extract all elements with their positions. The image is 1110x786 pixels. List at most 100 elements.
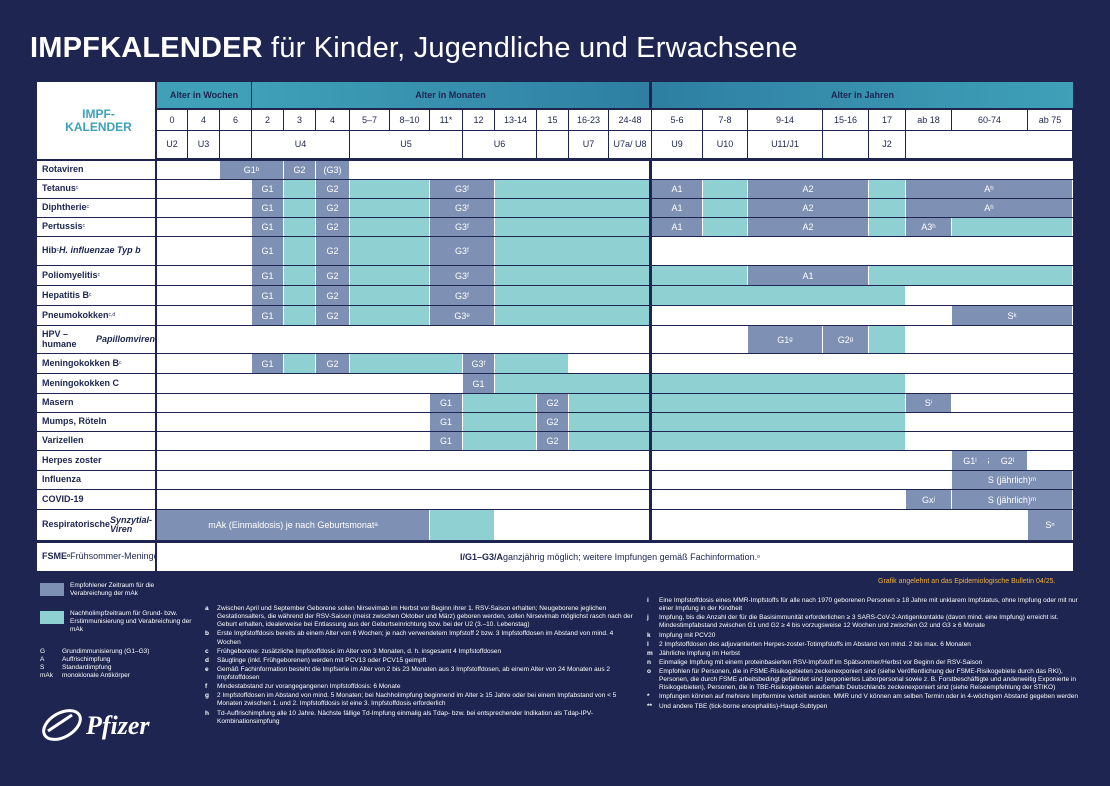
dose-cell: G1 bbox=[252, 306, 283, 325]
header-weeks: Alter in Wochen bbox=[157, 82, 251, 108]
dose-cell: G3ᶠ bbox=[430, 266, 494, 285]
dose-cell bbox=[495, 180, 649, 198]
source-note: Grafik angelehnt an das Epidemiologische… bbox=[878, 578, 1056, 585]
row-label-0: Rotaviren bbox=[37, 161, 155, 179]
dose-cell: A2 bbox=[748, 180, 868, 198]
u-exam-4: U5 bbox=[350, 131, 462, 158]
dose-cell bbox=[284, 306, 315, 325]
dose-cell: G3ᶠ bbox=[430, 237, 494, 265]
u-exam-9: U9 bbox=[652, 131, 702, 158]
dose-cell bbox=[284, 218, 315, 236]
legend-catchup-text: Nachholimpfzeitraum für Grund- bzw. Erst… bbox=[70, 610, 192, 634]
dose-cell: A1 bbox=[652, 180, 702, 198]
dose-cell bbox=[652, 394, 905, 412]
dose-cell bbox=[463, 432, 536, 450]
dose-cell: Sᵏ bbox=[952, 306, 1072, 325]
dose-cell: G3ᶠ bbox=[430, 199, 494, 217]
dose-cell bbox=[495, 199, 649, 217]
u-exam-14 bbox=[906, 131, 1072, 158]
dose-cell: Aʰ bbox=[906, 199, 1072, 217]
dose-cell: A3ʰ bbox=[906, 218, 951, 236]
dose-cell: G2ᵍ bbox=[823, 326, 868, 353]
dose-cell bbox=[463, 413, 536, 431]
dose-cell: G3ᵉ bbox=[430, 306, 494, 325]
row-label-14: Herpes zoster bbox=[37, 451, 155, 470]
dose-cell bbox=[350, 199, 429, 217]
pfizer-pill-icon bbox=[42, 709, 82, 741]
row-label-1: Tetanus c bbox=[37, 180, 155, 198]
dose-cell: G3ᶠ bbox=[430, 218, 494, 236]
age-col-12: 16-23 bbox=[569, 110, 608, 130]
age-col-10: 13-14 bbox=[495, 110, 536, 130]
row-8-bg-child bbox=[157, 326, 649, 353]
pfizer-wordmark: Pfizer bbox=[86, 711, 150, 740]
row-label-4: Hib c H. influenzae Typ b bbox=[37, 237, 155, 265]
dose-cell: G1 bbox=[252, 354, 283, 373]
dose-cell: G1 bbox=[430, 413, 462, 431]
u-exam-7: U7 bbox=[569, 131, 608, 158]
u-exam-8: U7a/ U8 bbox=[609, 131, 651, 158]
u-exam-6 bbox=[537, 131, 568, 158]
dose-cell bbox=[350, 180, 429, 198]
age-col-0: 0 bbox=[157, 110, 187, 130]
footnote-m: m Jährliche Impfung im Herbst bbox=[647, 649, 740, 657]
footnotes-right: i Eine Impfstoffdosis eines MMR-Impfstoff… bbox=[647, 597, 1087, 712]
dose-cell: G1ˡ bbox=[952, 451, 988, 470]
dose-cell: Gxʲ bbox=[906, 490, 951, 509]
legend-recommended-swatch bbox=[40, 583, 64, 596]
u-exam-13: J2 bbox=[869, 131, 905, 158]
dose-cell bbox=[495, 354, 568, 373]
age-col-6: 5–7 bbox=[350, 110, 389, 130]
dose-cell bbox=[569, 413, 649, 431]
dose-cell bbox=[652, 286, 905, 305]
dose-cell: G2 bbox=[284, 161, 315, 179]
dose-cell bbox=[350, 218, 429, 236]
dose-cell: G1ᵇ bbox=[220, 161, 283, 179]
footnote-k: k Impfung mit PCV20 bbox=[647, 631, 716, 639]
dose-cell: G1ᵍ bbox=[748, 326, 822, 353]
footnote-j: j Impfung, bis die Anzahl der für die Bas… bbox=[647, 614, 1059, 630]
age-col-15: 7-8 bbox=[703, 110, 747, 130]
dose-cell bbox=[350, 306, 429, 325]
dose-cell: G2 bbox=[316, 218, 349, 236]
row-0-bg-adult bbox=[652, 161, 1073, 179]
dose-cell: G1 bbox=[463, 374, 494, 393]
dose-cell: G2 bbox=[316, 286, 349, 305]
age-col-2: 6 bbox=[220, 110, 251, 130]
dose-cell bbox=[869, 199, 905, 217]
dose-cell bbox=[284, 354, 315, 373]
row-label-2: Diphtherie c bbox=[37, 199, 155, 217]
row-label-15: Influenza bbox=[37, 471, 155, 489]
u-exam-1: U3 bbox=[188, 131, 219, 158]
dose-cell bbox=[703, 218, 747, 236]
dose-cell: G1 bbox=[252, 286, 283, 305]
legend-catchup-swatch bbox=[40, 611, 64, 624]
age-col-1: 4 bbox=[188, 110, 219, 130]
footnote-f: f Mindestabstand zur vorangegangenen Impf… bbox=[205, 683, 401, 691]
dose-cell: G1 bbox=[252, 218, 283, 236]
footnote-*: * Impfungen können auf mehrere Impftermin… bbox=[647, 693, 1079, 701]
age-col-8: 11* bbox=[430, 110, 462, 130]
row-label-17: Respiratorische Synzytial-Viren bbox=[37, 510, 155, 540]
dose-cell: G1 bbox=[252, 180, 283, 198]
dose-cell: G3ᶠ bbox=[430, 286, 494, 305]
dose-cell bbox=[869, 266, 1072, 285]
age-col-3: 2 bbox=[252, 110, 283, 130]
dose-cell bbox=[284, 266, 315, 285]
dose-cell: G2 bbox=[537, 413, 568, 431]
legend-abbreviations: G Grundimmunisierung (G1–G3) A Auffrischimp… bbox=[40, 648, 200, 681]
dose-cell: Sⁿ bbox=[1028, 510, 1072, 540]
dose-cell bbox=[350, 266, 429, 285]
abbreviation-item: G Grundimmunisierung (G1–G3) bbox=[40, 648, 150, 655]
dose-cell: Aʰ bbox=[906, 180, 1072, 198]
dose-cell: G2 bbox=[537, 432, 568, 450]
row-label-13: Varizellen bbox=[37, 432, 155, 450]
dose-cell: A1 bbox=[652, 199, 702, 217]
abbreviation-item: mAk monoklonale Antikörper bbox=[40, 672, 130, 680]
dose-cell: G1 bbox=[252, 237, 283, 265]
age-col-14: 5-6 bbox=[652, 110, 702, 130]
dose-cell: G1 bbox=[252, 266, 283, 285]
footnote-o: o Empfohlen für Personen, die in FSME-Ris… bbox=[647, 668, 1076, 692]
